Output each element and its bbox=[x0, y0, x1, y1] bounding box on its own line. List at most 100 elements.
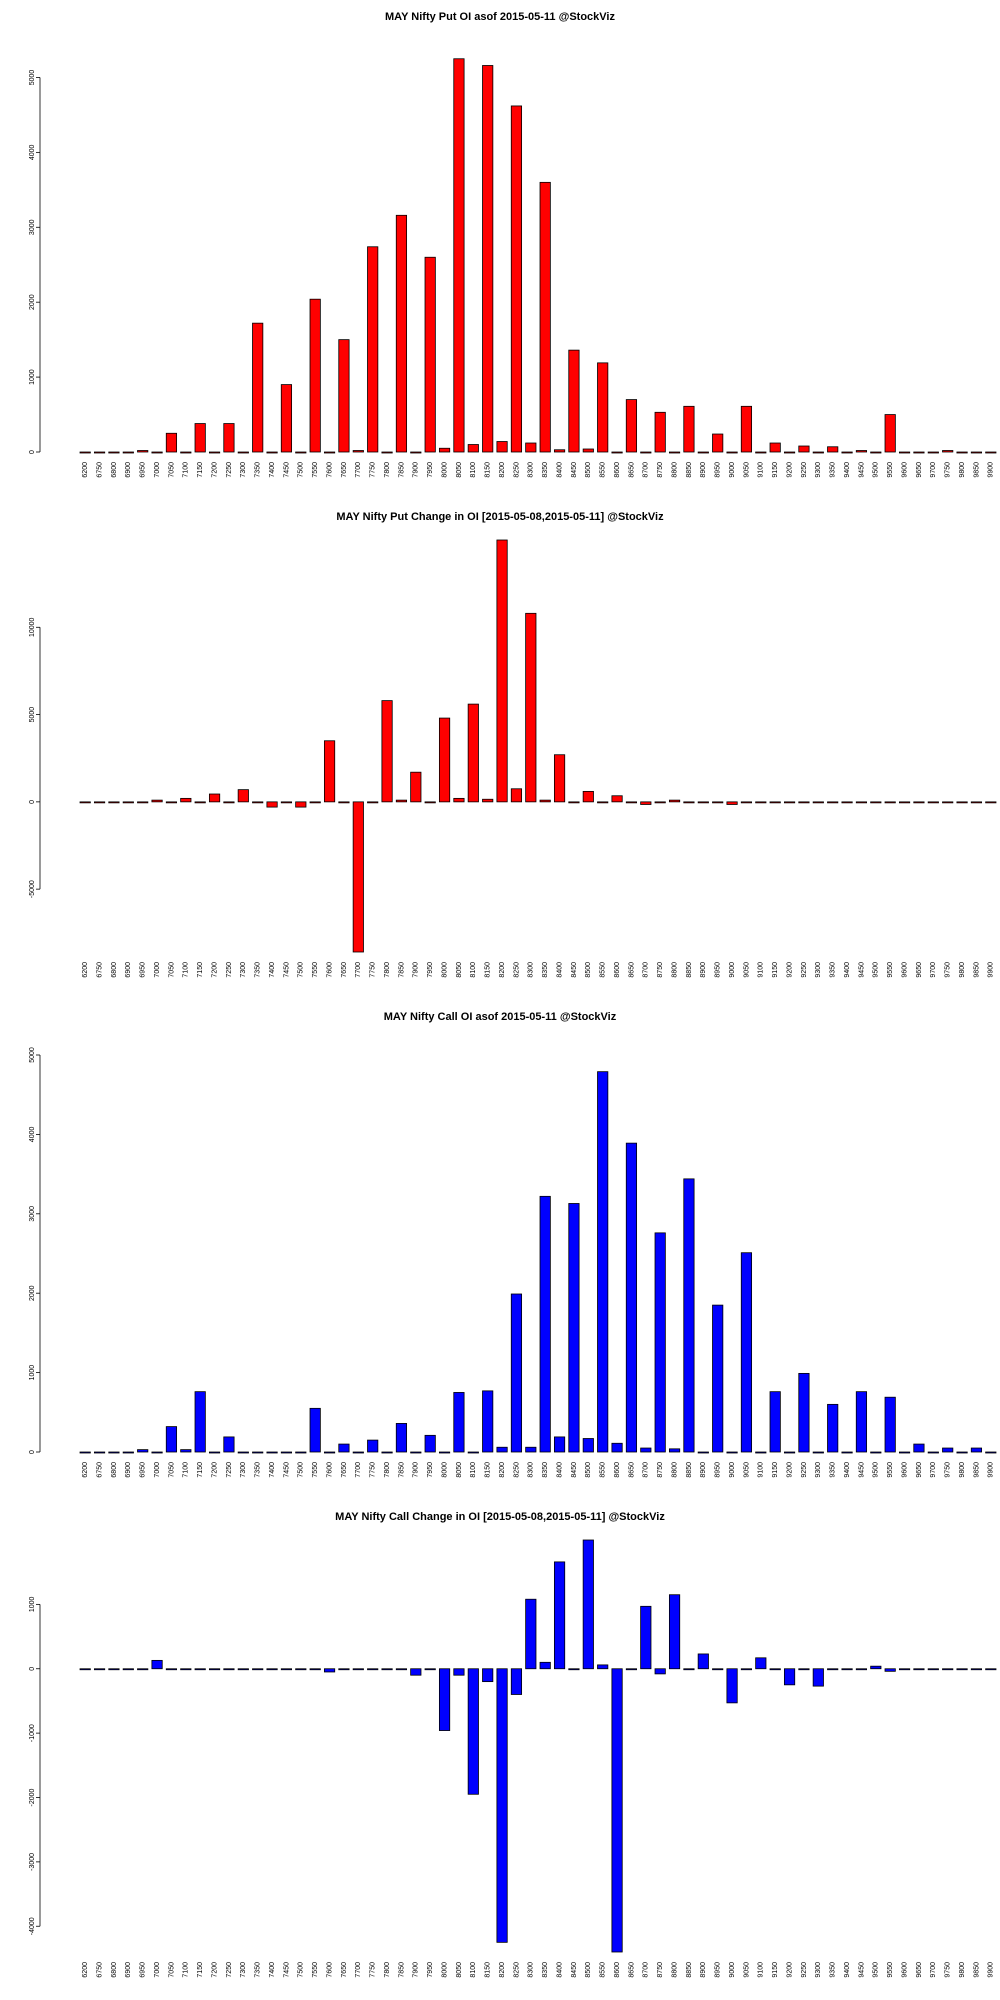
bar bbox=[151, 1451, 163, 1454]
y-tick-label: -2000 bbox=[29, 1788, 36, 1806]
x-tick-label: 9600 bbox=[901, 462, 908, 478]
bar bbox=[970, 1447, 983, 1453]
x-tick-label: 9300 bbox=[815, 462, 822, 478]
y-tick-label: 2000 bbox=[29, 1285, 36, 1301]
bar bbox=[424, 256, 436, 453]
bar bbox=[582, 790, 594, 803]
y-tick-label: 0 bbox=[29, 1667, 36, 1671]
x-tick-label: 8500 bbox=[585, 1962, 592, 1978]
bar bbox=[165, 1426, 178, 1453]
bar bbox=[740, 405, 753, 453]
x-tick-label: 8050 bbox=[456, 962, 463, 978]
put-oi-chart-svg: MAY Nifty Put OI asof 2015-05-11 @StockV… bbox=[29, 11, 997, 478]
x-tick-label: 8950 bbox=[715, 1962, 722, 1978]
x-tick-label: 7950 bbox=[427, 1462, 434, 1478]
x-tick-label: 7700 bbox=[355, 1962, 362, 1978]
y-tick-label: -1000 bbox=[29, 1724, 36, 1742]
bar bbox=[122, 1451, 134, 1454]
bar bbox=[525, 612, 537, 803]
bar bbox=[568, 801, 580, 804]
bar bbox=[870, 1451, 882, 1454]
bar bbox=[712, 801, 724, 804]
x-tick-label: 9600 bbox=[901, 1462, 908, 1478]
x-tick-label: 8450 bbox=[571, 962, 578, 978]
bar bbox=[942, 801, 954, 804]
x-tick-label: 7300 bbox=[240, 462, 247, 478]
bar bbox=[783, 451, 796, 454]
x-tick-label: 9450 bbox=[858, 1962, 865, 1978]
bar bbox=[93, 1451, 106, 1454]
x-tick-label: 8650 bbox=[628, 462, 635, 478]
bar bbox=[568, 1203, 580, 1453]
bar bbox=[755, 1657, 767, 1670]
y-tick-label: -3000 bbox=[29, 1853, 36, 1871]
bar bbox=[798, 1668, 810, 1671]
x-tick-label: 9350 bbox=[830, 1462, 837, 1478]
x-tick-label: 9850 bbox=[973, 462, 980, 478]
bar bbox=[165, 1668, 178, 1671]
x-tick-label: 9400 bbox=[844, 1962, 851, 1978]
bar bbox=[884, 801, 896, 804]
y-tick-label: 0 bbox=[29, 800, 36, 804]
x-tick-label: 9450 bbox=[858, 962, 865, 978]
bar bbox=[93, 1668, 106, 1671]
bar bbox=[137, 1668, 149, 1671]
bar bbox=[798, 445, 810, 453]
chart-title: MAY Nifty Put Change in OI [2015-05-08,2… bbox=[336, 511, 664, 523]
put-change-oi-chart: MAY Nifty Put Change in OI [2015-05-08,2… bbox=[0, 500, 1000, 1000]
x-tick-label: 9850 bbox=[973, 962, 980, 978]
bar bbox=[381, 1451, 393, 1454]
x-tick-label: 8900 bbox=[700, 1462, 707, 1478]
x-tick-label: 9300 bbox=[815, 1962, 822, 1978]
bar bbox=[410, 1451, 422, 1454]
bar bbox=[913, 1443, 925, 1453]
bar bbox=[438, 447, 451, 453]
x-tick-label: 9100 bbox=[758, 1462, 765, 1478]
x-tick-label: 9900 bbox=[988, 962, 995, 978]
bar bbox=[496, 441, 508, 453]
bar bbox=[625, 1142, 638, 1453]
bar bbox=[496, 1446, 508, 1453]
x-tick-label: 8150 bbox=[485, 962, 492, 978]
bar bbox=[295, 1668, 307, 1671]
x-tick-label: 7450 bbox=[283, 462, 290, 478]
bar bbox=[525, 1446, 537, 1453]
x-tick-label: 9700 bbox=[930, 962, 937, 978]
x-tick-label: 9450 bbox=[858, 1462, 865, 1478]
y-tick-label: 5000 bbox=[29, 70, 36, 86]
bar bbox=[194, 801, 206, 804]
x-tick-label: 9250 bbox=[801, 1962, 808, 1978]
x-tick-label: 9650 bbox=[916, 462, 923, 478]
x-tick-label: 8700 bbox=[643, 462, 650, 478]
x-tick-label: 7950 bbox=[427, 1962, 434, 1978]
x-tick-label: 7100 bbox=[183, 962, 190, 978]
bar bbox=[812, 1668, 824, 1687]
x-tick-label: 7650 bbox=[341, 1962, 348, 1978]
bar bbox=[510, 1293, 523, 1453]
x-tick-label: 9100 bbox=[758, 1962, 765, 1978]
bar bbox=[855, 1668, 868, 1671]
x-tick-label: 7300 bbox=[240, 1462, 247, 1478]
x-tick-label: 9600 bbox=[901, 962, 908, 978]
bar bbox=[395, 799, 408, 803]
call-oi-chart-svg: MAY Nifty Call OI asof 2015-05-11 @Stock… bbox=[29, 1011, 997, 1478]
x-tick-label: 9250 bbox=[801, 1462, 808, 1478]
x-tick-label: 9150 bbox=[772, 1962, 779, 1978]
bar bbox=[122, 1668, 134, 1671]
bar bbox=[827, 446, 839, 453]
bar bbox=[654, 1668, 666, 1675]
bar bbox=[424, 1668, 436, 1671]
bar bbox=[482, 798, 494, 803]
bar bbox=[812, 801, 824, 804]
bar bbox=[496, 539, 508, 803]
x-tick-label: 7350 bbox=[255, 462, 262, 478]
bar bbox=[870, 1665, 882, 1670]
bar bbox=[453, 797, 465, 803]
bar bbox=[194, 1668, 206, 1671]
x-tick-label: 6750 bbox=[96, 962, 103, 978]
x-tick-label: 7750 bbox=[370, 1462, 377, 1478]
y-tick-label: 4000 bbox=[29, 1127, 36, 1143]
x-tick-label: 8100 bbox=[470, 462, 477, 478]
x-tick-label: 9750 bbox=[945, 962, 952, 978]
x-tick-label: 8150 bbox=[485, 462, 492, 478]
